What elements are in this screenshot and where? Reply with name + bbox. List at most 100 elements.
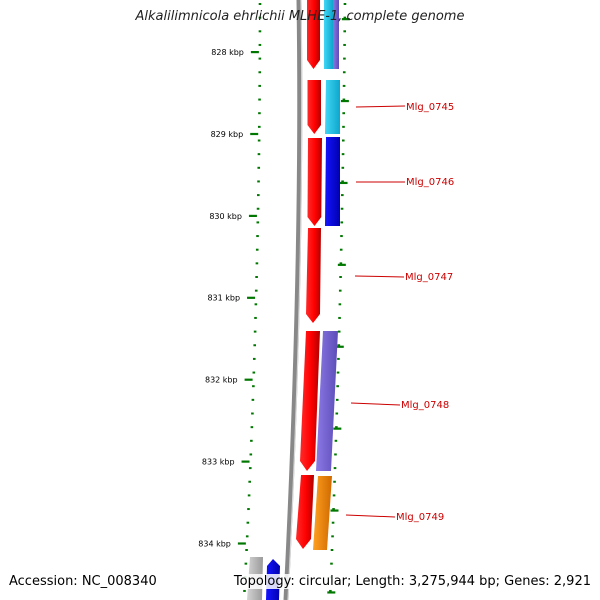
outer-ruler-dot bbox=[340, 207, 344, 210]
ruler-dot bbox=[256, 221, 260, 224]
genome-backbone-highlight bbox=[287, 0, 303, 600]
outer-ruler-dot bbox=[331, 521, 335, 524]
cds-purple[interactable] bbox=[333, 0, 339, 69]
outer-ruler-dot bbox=[341, 180, 344, 183]
outer-ruler-dot bbox=[342, 84, 346, 87]
cds-cog-track bbox=[313, 0, 340, 550]
outer-ruler-tick bbox=[330, 509, 339, 512]
ruler-tick bbox=[247, 296, 256, 299]
cds-arrow[interactable] bbox=[307, 80, 322, 134]
outer-ruler-dot bbox=[342, 71, 346, 74]
outer-ruler-dot bbox=[341, 153, 345, 156]
outer-ruler-dot bbox=[334, 439, 338, 442]
ruler-tick-label: 833 kbp bbox=[202, 458, 235, 467]
ruler-dot bbox=[258, 57, 262, 60]
ruler-tick bbox=[244, 378, 253, 381]
ruler-dot bbox=[244, 562, 248, 565]
ruler-dot bbox=[254, 316, 257, 319]
outer-ruler-dot bbox=[343, 30, 347, 33]
ruler-dot bbox=[257, 194, 260, 197]
accession-text: Accession: NC_008340 bbox=[9, 574, 157, 589]
leader-line bbox=[354, 275, 405, 278]
outer-ruler-dot bbox=[339, 276, 342, 278]
ruler-dot bbox=[258, 71, 262, 74]
outer-ruler-dot bbox=[329, 589, 332, 592]
gene-label-mlg-0748[interactable]: Mlg_0748 bbox=[401, 400, 449, 411]
outer-ruler-dot bbox=[340, 235, 343, 238]
ruler-tick bbox=[237, 542, 246, 545]
cds-orange[interactable] bbox=[313, 476, 332, 550]
ruler-dot bbox=[251, 412, 254, 415]
outer-ruler-dot bbox=[335, 398, 339, 401]
ruler-dot bbox=[255, 276, 258, 278]
outer-ruler-dot bbox=[341, 194, 344, 197]
ruler-dot bbox=[258, 3, 262, 5]
outer-ruler-dot bbox=[337, 344, 341, 347]
outer-ruler-dot bbox=[339, 248, 343, 251]
outer-ruler-dot bbox=[342, 125, 345, 128]
ruler-dot bbox=[257, 125, 261, 128]
ruler-dot bbox=[255, 262, 259, 265]
ruler-tick-label: 829 kbp bbox=[211, 130, 244, 139]
outer-ruler-dot bbox=[334, 453, 337, 456]
ruler-dot bbox=[258, 98, 261, 101]
outer-ruler-tick bbox=[327, 591, 336, 594]
cds-arrow[interactable] bbox=[307, 138, 323, 226]
ruler-tick-label: 828 kbp bbox=[211, 48, 244, 57]
outer-ruler-dot bbox=[337, 330, 341, 333]
outer-ruler-dot bbox=[343, 57, 346, 60]
outer-ruler-tick bbox=[337, 263, 346, 266]
ruler-dot bbox=[256, 207, 260, 210]
genome-title: Alkalilimnicola ehrlichii MLHE-1, comple… bbox=[135, 9, 465, 24]
genome-summary-text: Topology: circular; Length: 3,275,944 bp… bbox=[230, 574, 591, 589]
outer-ruler-dot bbox=[342, 98, 346, 101]
cds-cyan[interactable] bbox=[324, 0, 333, 69]
gene-label-mlg-0746[interactable]: Mlg_0746 bbox=[406, 177, 454, 188]
outer-ruler-dot bbox=[330, 549, 334, 551]
outer-ruler-dot bbox=[333, 480, 336, 483]
ruler-dot bbox=[243, 589, 246, 592]
cds-arrow[interactable] bbox=[296, 475, 314, 549]
ruler-dot bbox=[253, 344, 257, 347]
cds-cyan[interactable] bbox=[325, 80, 340, 134]
leader-line bbox=[345, 514, 396, 518]
ruler-dot bbox=[258, 43, 262, 46]
cds-blue[interactable] bbox=[325, 137, 340, 226]
ruler-dot bbox=[250, 439, 253, 442]
ruler-dot bbox=[258, 112, 261, 115]
outer-ruler-dot bbox=[340, 221, 344, 224]
ruler-dot bbox=[246, 521, 250, 524]
outer-ruler-dot bbox=[338, 303, 342, 306]
ruler-tick bbox=[250, 132, 259, 136]
position-ruler: 828 kbp 829 kbp 830 kbp 831 kbp 832 kbp 833 k… bbox=[198, 3, 262, 592]
gene-label-mlg-0747[interactable]: Mlg_0747 bbox=[405, 272, 453, 283]
gene-label-mlg-0745[interactable]: Mlg_0745 bbox=[406, 102, 454, 113]
cds-arrow[interactable] bbox=[306, 228, 321, 323]
ruler-dot bbox=[251, 398, 255, 401]
outer-ruler-dot bbox=[338, 289, 342, 292]
ruler-dot bbox=[252, 385, 255, 388]
cds-purple[interactable] bbox=[316, 331, 338, 471]
ruler-dot bbox=[252, 357, 256, 360]
cds-arrow[interactable] bbox=[300, 331, 320, 471]
outer-ruler-dot bbox=[337, 357, 340, 360]
genome-backbone bbox=[283, 0, 303, 600]
outer-ruler-tick bbox=[333, 427, 342, 430]
leader-line bbox=[350, 402, 401, 406]
ruler-tick bbox=[248, 214, 257, 217]
ruler-dot bbox=[247, 508, 250, 511]
outer-ruler-dot bbox=[341, 166, 345, 169]
outer-ruler-dot bbox=[330, 562, 333, 565]
outer-ruler-dot bbox=[343, 43, 346, 46]
leader-line bbox=[355, 105, 406, 108]
gene-label-mlg-0749[interactable]: Mlg_0749 bbox=[396, 512, 444, 523]
outer-ruler-dot bbox=[341, 139, 345, 142]
cds-arrow[interactable] bbox=[307, 0, 320, 69]
ruler-dot bbox=[247, 494, 251, 497]
ruler-dot bbox=[250, 426, 254, 429]
ruler-dot bbox=[257, 139, 261, 142]
ruler-dot bbox=[257, 166, 261, 169]
ruler-tick-label: 830 kbp bbox=[209, 212, 242, 221]
